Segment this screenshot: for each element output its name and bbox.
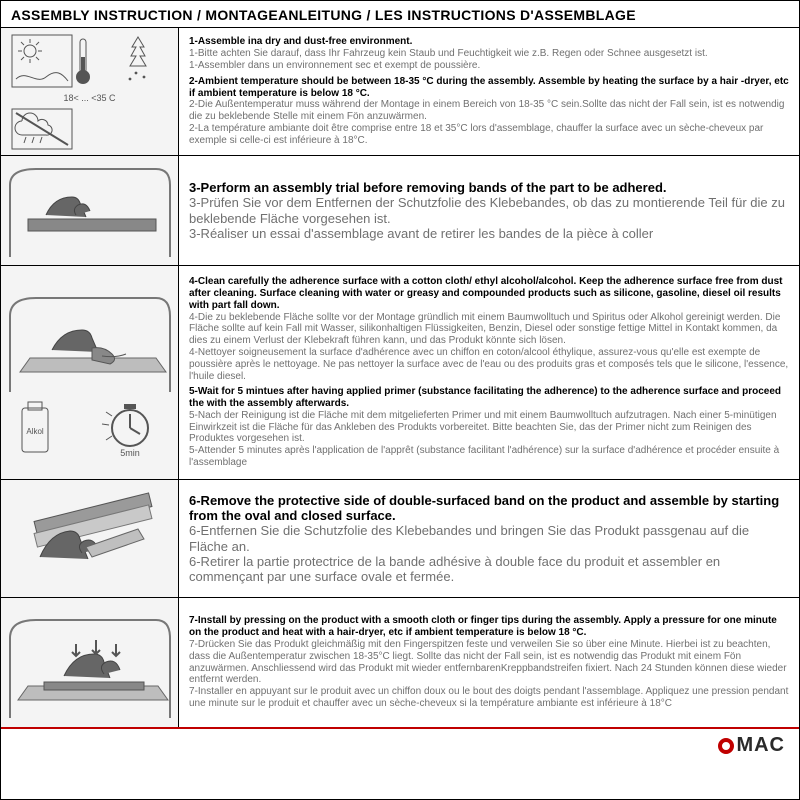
step5-de: 5-Nach der Reinigung ist die Fläche mit … xyxy=(189,410,791,445)
alcohol-label: Alkol xyxy=(26,427,44,436)
peel-tape-icon xyxy=(6,487,174,591)
step2-en: 2-Ambient temperature should be between … xyxy=(189,76,791,100)
footer: MAC xyxy=(1,727,799,761)
illus-remove-film xyxy=(1,480,179,597)
instruction-page: ASSEMBLY INSTRUCTION / MONTAGEANLEITUNG … xyxy=(0,0,800,800)
text-clean-primer: 4-Clean carefully the adherence surface … xyxy=(179,266,799,479)
step6-en: 6-Remove the protective side of double-s… xyxy=(189,493,791,524)
no-rain-icon xyxy=(10,107,170,151)
illus-trial xyxy=(1,156,179,265)
step1-de: 1-Bitte achten Sie darauf, dass Ihr Fahr… xyxy=(189,48,791,60)
press-install-icon xyxy=(6,604,174,722)
illus-clean-primer: Alkol 5min xyxy=(1,266,179,479)
step4-de: 4-Die zu beklebende Fläche sollte vor de… xyxy=(189,312,791,347)
step3-de: 3-Prüfen Sie vor dem Entfernen der Schut… xyxy=(189,195,791,226)
sun-thermo-icon xyxy=(10,33,170,89)
text-press: 7-Install by pressing on the product wit… xyxy=(179,598,799,727)
step7-en: 7-Install by pressing on the product wit… xyxy=(189,615,791,639)
row-environment-temperature: 18< ... <35 C 1-Assemble ina dry and dus… xyxy=(1,27,799,155)
illus-env-temp: 18< ... <35 C xyxy=(1,28,179,155)
step7-de: 7-Drücken Sie das Produkt gleichmäßig mi… xyxy=(189,639,791,686)
step3-en: 3-Perform an assembly trial before remov… xyxy=(189,180,791,195)
step4-en: 4-Clean carefully the adherence surface … xyxy=(189,276,791,311)
step6-fr: 6-Retirer la partie protectrice de la ba… xyxy=(189,554,791,585)
step5-fr: 5-Attender 5 minutes après l'application… xyxy=(189,445,791,469)
step7-fr: 7-Installer en appuyant sur le produit a… xyxy=(189,686,791,710)
temp-range-label: 18< ... <35 C xyxy=(63,93,115,103)
text-remove-film: 6-Remove the protective side of double-s… xyxy=(179,480,799,597)
logo-text: MAC xyxy=(736,734,785,757)
alcohol-timer-icon: Alkol 5min xyxy=(6,400,174,460)
step5-en: 5-Wait for 5 mintues after having applie… xyxy=(189,386,791,410)
clean-surface-icon xyxy=(6,286,174,396)
timer-label: 5min xyxy=(120,448,140,458)
step3-fr: 3-Réaliser un essai d'assemblage avant d… xyxy=(189,226,791,241)
page-title: ASSEMBLY INSTRUCTION / MONTAGEANLEITUNG … xyxy=(1,1,799,27)
step1-en: 1-Assemble ina dry and dust-free environ… xyxy=(189,36,791,48)
row-remove-film: 6-Remove the protective side of double-s… xyxy=(1,479,799,597)
logo-ring-icon xyxy=(718,738,734,754)
brand-logo: MAC xyxy=(718,734,785,757)
row-trial: 3-Perform an assembly trial before remov… xyxy=(1,155,799,265)
trial-fit-icon xyxy=(6,161,174,261)
instruction-rows: 18< ... <35 C 1-Assemble ina dry and dus… xyxy=(1,27,799,799)
step4-fr: 4-Nettoyer soigneusement la surface d'ad… xyxy=(189,347,791,382)
text-env-temp: 1-Assemble ina dry and dust-free environ… xyxy=(179,28,799,155)
row-clean-primer: Alkol 5min 4-Clean carefully the adheren… xyxy=(1,265,799,479)
step2-fr: 2-La température ambiante doit être comp… xyxy=(189,123,791,147)
step2-de: 2-Die Außentemperatur muss während der M… xyxy=(189,99,791,123)
step6-de: 6-Entfernen Sie die Schutzfolie des Kleb… xyxy=(189,523,791,554)
row-press-install: 7-Install by pressing on the product wit… xyxy=(1,597,799,727)
step1-fr: 1-Assembler dans un environnement sec et… xyxy=(189,60,791,72)
illus-press xyxy=(1,598,179,727)
text-trial: 3-Perform an assembly trial before remov… xyxy=(179,156,799,265)
